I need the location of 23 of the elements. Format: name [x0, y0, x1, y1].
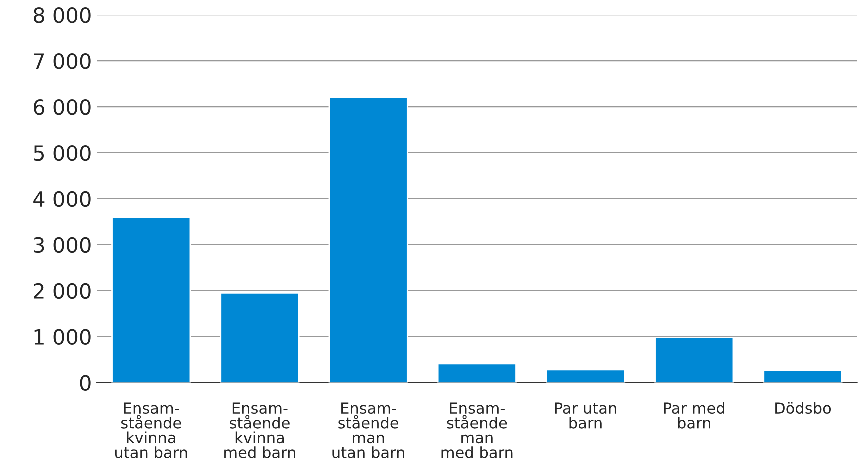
x-tick-label: Dödsbo — [776, 402, 832, 414]
y-tick-label: 0 — [80, 375, 91, 392]
x-tick-label: Ensam- stående man med barn — [442, 402, 513, 458]
x-tick-label: Ensam- stående kvinna utan barn — [116, 402, 188, 458]
x-tick-label: Ensam- stående kvinna med barn — [224, 402, 296, 458]
y-tick-label: 1 000 — [34, 329, 91, 346]
x-tick-label: Par med barn — [664, 402, 724, 429]
y-tick-label: 3 000 — [34, 237, 91, 254]
bar — [328, 97, 408, 383]
bar — [546, 369, 626, 383]
bar — [654, 337, 734, 383]
x-tick-label: Par utan barn — [555, 402, 616, 429]
bar — [763, 370, 843, 383]
y-tick-label: 4 000 — [34, 191, 91, 208]
y-tick-label: 7 000 — [34, 54, 91, 70]
bar — [112, 216, 192, 383]
y-tick-label: 6 000 — [34, 99, 91, 116]
y-tick-label: 5 000 — [34, 145, 91, 162]
bar — [437, 363, 517, 383]
y-tick-label: 2 000 — [34, 283, 91, 300]
x-tick-label: Ensam- stående man utan barn — [332, 402, 404, 458]
bar — [220, 292, 300, 383]
y-tick-label: 8 000 — [34, 8, 91, 24]
